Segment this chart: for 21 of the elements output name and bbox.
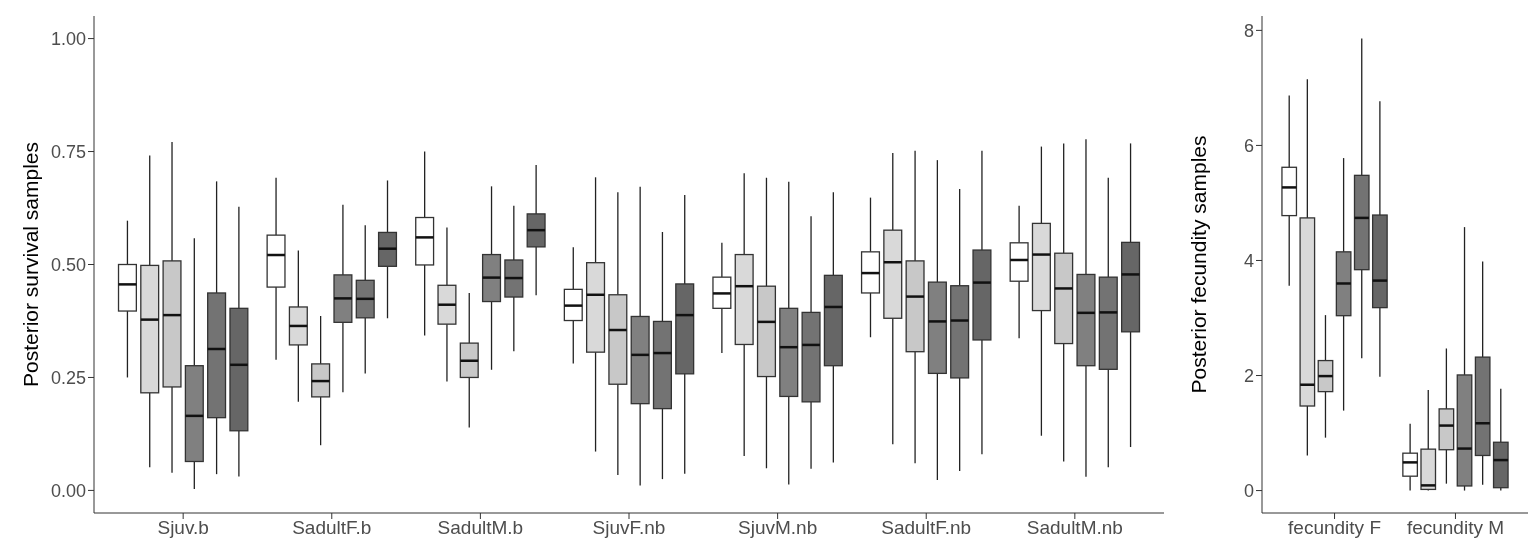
y-axis-title: Posterior fecundity samples <box>1187 135 1211 394</box>
x-tick-label: SadultF.b <box>292 517 372 539</box>
y-tick-label: 6 <box>1243 135 1254 156</box>
x-tick-label: SadultM.b <box>437 517 524 539</box>
x-tick-label: SadultM.nb <box>1026 517 1123 539</box>
y-tick-label: 8 <box>1243 20 1254 41</box>
y-tick-label: 0 <box>1243 480 1254 501</box>
x-tick-label: fecundity M <box>1406 517 1505 539</box>
x-tick-label: SjuvM.nb <box>738 517 818 539</box>
x-tick-label: Sjuv.b <box>157 517 209 539</box>
y-axis-title: Posterior survival samples <box>19 141 43 388</box>
y-tick-label: 0.75 <box>50 141 86 162</box>
x-tick-label: SjuvF.nb <box>592 517 666 539</box>
y-tick-label: 0.25 <box>50 367 86 388</box>
y-tick-label: 0.50 <box>50 254 86 275</box>
x-tick-label: SadultF.nb <box>881 517 972 539</box>
y-tick-label: 2 <box>1243 365 1254 386</box>
y-tick-label: 4 <box>1243 250 1254 271</box>
y-tick-label: 0.00 <box>50 480 86 501</box>
y-tick-label: 1.00 <box>50 28 86 49</box>
x-tick-label: fecundity F <box>1288 517 1382 539</box>
